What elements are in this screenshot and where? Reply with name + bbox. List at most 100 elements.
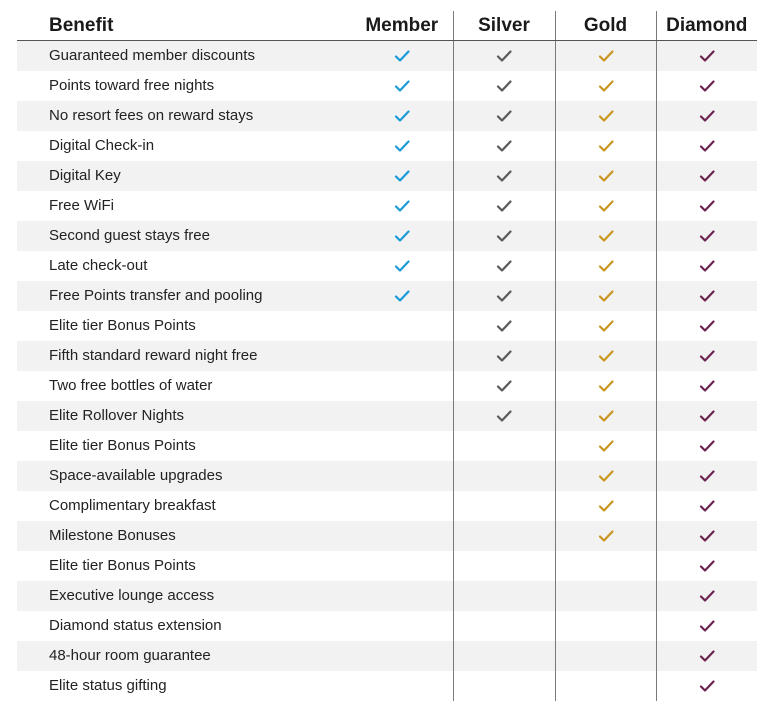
gold-cell	[554, 221, 656, 251]
checkmark-icon	[496, 379, 512, 393]
member-cell	[351, 101, 453, 131]
silver-cell	[452, 221, 555, 251]
checkmark-icon	[394, 109, 410, 123]
benefit-label: Diamond status extension	[17, 611, 351, 641]
checkmark-icon	[699, 499, 715, 513]
diamond-cell	[655, 491, 757, 521]
benefit-label: Elite tier Bonus Points	[17, 311, 351, 341]
benefit-label: Milestone Bonuses	[17, 521, 351, 551]
gold-cell	[554, 551, 656, 581]
member-cell	[351, 551, 453, 581]
benefit-label: Digital Key	[17, 161, 351, 191]
diamond-cell	[655, 581, 757, 611]
checkmark-icon	[699, 79, 715, 93]
benefit-label: Two free bottles of water	[17, 371, 351, 401]
member-cell	[351, 401, 453, 431]
silver-cell	[452, 641, 555, 671]
member-cell	[351, 671, 453, 701]
silver-cell	[452, 191, 555, 221]
silver-cell	[452, 581, 555, 611]
checkmark-icon	[496, 319, 512, 333]
member-cell	[351, 341, 453, 371]
checkmark-icon	[496, 289, 512, 303]
silver-cell	[452, 521, 555, 551]
checkmark-icon	[699, 409, 715, 423]
silver-cell	[452, 551, 555, 581]
table-row: Elite tier Bonus Points	[17, 551, 757, 581]
diamond-cell	[655, 341, 757, 371]
checkmark-icon	[598, 229, 614, 243]
table-row: Milestone Bonuses	[17, 521, 757, 551]
checkmark-icon	[496, 79, 512, 93]
member-cell	[351, 371, 453, 401]
benefit-label: Late check-out	[17, 251, 351, 281]
checkmark-icon	[496, 229, 512, 243]
silver-cell	[452, 461, 555, 491]
gold-cell	[554, 461, 656, 491]
benefit-label: Elite status gifting	[17, 671, 351, 701]
benefit-label: Complimentary breakfast	[17, 491, 351, 521]
silver-cell	[452, 611, 555, 641]
silver-cell	[452, 40, 555, 71]
checkmark-icon	[699, 319, 715, 333]
benefits-rows: Guaranteed member discounts Points toward…	[17, 40, 757, 701]
benefit-label: No resort fees on reward stays	[17, 101, 351, 131]
checkmark-icon	[496, 139, 512, 153]
table-row: Space-available upgrades	[17, 461, 757, 491]
table-row: Free Points transfer and pooling	[17, 281, 757, 311]
table-row: Second guest stays free	[17, 221, 757, 251]
checkmark-icon	[394, 139, 410, 153]
member-cell	[351, 131, 453, 161]
gold-cell	[554, 281, 656, 311]
checkmark-icon	[394, 199, 410, 213]
diamond-cell	[655, 281, 757, 311]
header-silver: Silver	[452, 11, 555, 41]
gold-cell	[554, 431, 656, 461]
gold-cell	[554, 581, 656, 611]
gold-cell	[554, 371, 656, 401]
checkmark-icon	[598, 349, 614, 363]
table-row: Elite Rollover Nights	[17, 401, 757, 431]
diamond-cell	[655, 371, 757, 401]
diamond-cell	[655, 461, 757, 491]
table-row: Complimentary breakfast	[17, 491, 757, 521]
silver-cell	[452, 161, 555, 191]
gold-cell	[554, 521, 656, 551]
table-row: Late check-out	[17, 251, 757, 281]
diamond-cell	[655, 611, 757, 641]
member-cell	[351, 641, 453, 671]
gold-cell	[554, 191, 656, 221]
member-cell	[351, 281, 453, 311]
checkmark-icon	[394, 229, 410, 243]
table-row: Diamond status extension	[17, 611, 757, 641]
checkmark-icon	[598, 409, 614, 423]
table-row: Executive lounge access	[17, 581, 757, 611]
gold-cell	[554, 71, 656, 101]
benefit-label: 48-hour room guarantee	[17, 641, 351, 671]
silver-cell	[452, 491, 555, 521]
silver-cell	[452, 281, 555, 311]
benefit-label: Guaranteed member discounts	[17, 40, 351, 71]
diamond-cell	[655, 131, 757, 161]
table-row: Digital Check-in	[17, 131, 757, 161]
checkmark-icon	[699, 349, 715, 363]
checkmark-icon	[598, 139, 614, 153]
header-row: Benefit Member Silver Gold Diamond	[17, 11, 757, 41]
checkmark-icon	[496, 259, 512, 273]
gold-cell	[554, 641, 656, 671]
member-cell	[351, 521, 453, 551]
table-row: Free WiFi	[17, 191, 757, 221]
checkmark-icon	[699, 469, 715, 483]
table-row: Guaranteed member discounts	[17, 40, 757, 71]
diamond-cell	[655, 161, 757, 191]
checkmark-icon	[699, 109, 715, 123]
silver-cell	[452, 251, 555, 281]
member-cell	[351, 40, 453, 71]
checkmark-icon	[598, 289, 614, 303]
table-row: No resort fees on reward stays	[17, 101, 757, 131]
member-cell	[351, 491, 453, 521]
diamond-cell	[655, 251, 757, 281]
member-cell	[351, 431, 453, 461]
checkmark-icon	[394, 259, 410, 273]
checkmark-icon	[496, 169, 512, 183]
